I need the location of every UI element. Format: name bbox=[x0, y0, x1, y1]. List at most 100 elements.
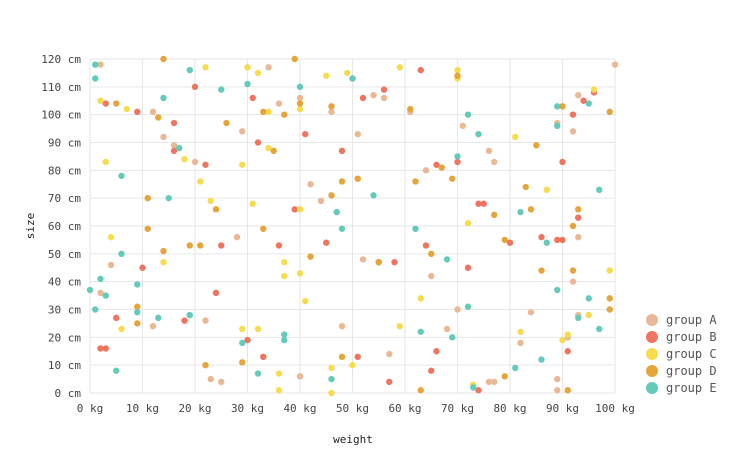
data-point bbox=[155, 314, 162, 322]
data-point bbox=[197, 242, 204, 249]
x-tick-label: 90 kg bbox=[546, 402, 579, 415]
data-point bbox=[181, 317, 188, 324]
data-point bbox=[134, 303, 141, 310]
data-point bbox=[417, 387, 424, 394]
data-point bbox=[564, 331, 571, 338]
legend-marker bbox=[646, 382, 658, 394]
data-point bbox=[501, 236, 508, 244]
x-tick-label: 40 kg bbox=[283, 402, 316, 415]
y-tick-label: 0 cm bbox=[55, 387, 82, 400]
data-point bbox=[134, 309, 141, 316]
data-point bbox=[328, 389, 335, 397]
data-point bbox=[218, 378, 225, 386]
data-point bbox=[354, 175, 361, 182]
y-tick-label: 50 cm bbox=[48, 248, 81, 261]
data-point bbox=[92, 306, 99, 313]
data-point bbox=[202, 64, 209, 71]
data-point bbox=[281, 336, 288, 344]
data-point bbox=[197, 178, 204, 185]
data-point bbox=[428, 367, 435, 374]
data-point bbox=[218, 242, 225, 249]
data-point bbox=[475, 387, 482, 394]
data-point bbox=[102, 158, 109, 166]
y-tick-label: 70 cm bbox=[48, 192, 81, 205]
data-point bbox=[538, 267, 545, 274]
data-point bbox=[386, 350, 393, 358]
data-point bbox=[538, 233, 545, 241]
data-point bbox=[239, 325, 246, 333]
data-point bbox=[438, 164, 445, 171]
data-point bbox=[186, 66, 193, 74]
data-point bbox=[380, 94, 388, 102]
data-point bbox=[239, 161, 246, 168]
legend-marker bbox=[646, 365, 658, 377]
data-point bbox=[249, 94, 256, 102]
data-point bbox=[433, 161, 440, 168]
data-point bbox=[134, 108, 141, 116]
data-point bbox=[606, 295, 613, 302]
legend-item[interactable]: group C bbox=[646, 347, 717, 361]
data-point bbox=[611, 61, 619, 68]
data-point bbox=[97, 97, 104, 104]
data-point bbox=[569, 111, 577, 118]
data-point bbox=[296, 83, 304, 91]
data-point bbox=[554, 286, 561, 294]
data-point bbox=[281, 258, 288, 266]
data-point bbox=[186, 311, 193, 319]
data-point bbox=[470, 384, 477, 391]
data-point bbox=[491, 378, 498, 386]
legend-item[interactable]: group D bbox=[646, 364, 717, 378]
data-point bbox=[506, 239, 514, 246]
data-point bbox=[97, 61, 104, 68]
data-point bbox=[527, 206, 535, 213]
y-axis-ticks: 0 cm 10 cm 20 cm 30 cm 40 cm 50 cm 60 cm 70 cm 8… bbox=[41, 53, 81, 400]
data-point bbox=[454, 66, 461, 74]
data-point bbox=[281, 111, 288, 118]
data-point bbox=[575, 314, 582, 322]
legend-item[interactable]: group B bbox=[646, 330, 717, 344]
data-point bbox=[428, 272, 435, 280]
data-point bbox=[575, 91, 582, 99]
data-point bbox=[323, 239, 330, 246]
data-point bbox=[323, 72, 330, 79]
data-point bbox=[554, 122, 561, 129]
data-point bbox=[517, 339, 524, 347]
data-point bbox=[134, 320, 141, 327]
y-tick-label: 120 cm bbox=[41, 53, 81, 66]
data-point bbox=[102, 292, 109, 299]
data-point bbox=[464, 264, 472, 271]
data-point bbox=[554, 387, 561, 394]
data-point bbox=[307, 253, 314, 260]
data-point bbox=[375, 258, 382, 266]
x-axis-ticks: 0 kg 10 kg 20 kg 30 kg 40 kg 50 kg 60 kg 70 kg 8… bbox=[77, 402, 635, 415]
legend-item[interactable]: group E bbox=[646, 381, 717, 395]
x-tick-label: 70 kg bbox=[441, 402, 474, 415]
data-point bbox=[302, 297, 309, 305]
data-point bbox=[370, 91, 377, 99]
data-point bbox=[606, 108, 613, 116]
data-point bbox=[391, 258, 398, 266]
data-point bbox=[575, 233, 582, 241]
data-point bbox=[113, 100, 120, 107]
data-point bbox=[585, 295, 592, 302]
x-tick-label: 100 kg bbox=[595, 402, 635, 415]
data-point bbox=[144, 194, 151, 202]
data-point bbox=[328, 375, 335, 383]
legend-item[interactable]: group A bbox=[646, 313, 717, 327]
data-point bbox=[417, 328, 424, 335]
data-point bbox=[176, 144, 183, 152]
data-point bbox=[328, 192, 335, 199]
data-point bbox=[443, 256, 451, 263]
data-point bbox=[139, 264, 146, 271]
y-tick-label: 30 cm bbox=[48, 304, 81, 317]
data-point bbox=[102, 345, 109, 352]
data-point bbox=[338, 147, 346, 155]
data-point bbox=[417, 66, 424, 74]
y-tick-label: 100 cm bbox=[41, 109, 81, 122]
data-point bbox=[160, 258, 167, 266]
data-point bbox=[443, 325, 451, 333]
data-point bbox=[155, 114, 162, 121]
data-point bbox=[191, 83, 199, 91]
data-point bbox=[275, 242, 283, 249]
data-point bbox=[254, 370, 262, 377]
